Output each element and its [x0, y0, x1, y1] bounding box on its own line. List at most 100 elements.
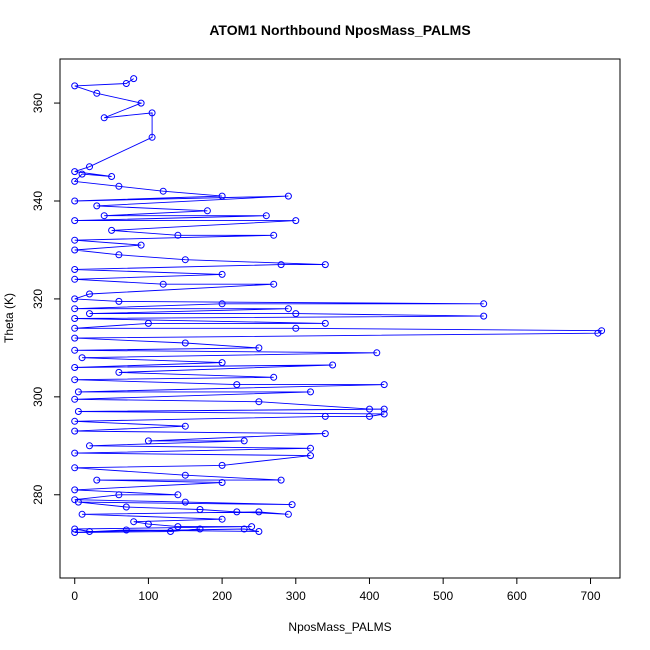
points-group [71, 75, 606, 536]
data-point [159, 280, 167, 288]
data-point [218, 515, 226, 523]
x-tick-label: 100 [138, 589, 158, 603]
data-point [137, 99, 145, 107]
data-point [144, 520, 152, 528]
data-point [100, 212, 108, 220]
data-point [270, 280, 278, 288]
data-point [218, 359, 226, 367]
data-point [71, 464, 79, 472]
data-point [71, 217, 79, 225]
data-point [248, 523, 256, 531]
y-tick-label: 340 [31, 191, 45, 211]
y-tick-label: 360 [31, 93, 45, 113]
data-point [218, 300, 226, 308]
data-point [137, 241, 145, 249]
data-point [93, 89, 101, 97]
y-tick-label: 280 [31, 484, 45, 504]
data-point [71, 177, 79, 185]
data-point [292, 310, 300, 318]
data-point [86, 528, 93, 535]
data-point [270, 373, 278, 381]
data-point [122, 526, 130, 534]
data-point [480, 300, 488, 308]
x-tick-label: 0 [71, 589, 78, 603]
data-point [108, 226, 116, 234]
data-point [321, 412, 329, 420]
data-point [130, 75, 138, 83]
data-point [255, 528, 263, 535]
x-tick-label: 500 [433, 589, 453, 603]
data-point [203, 207, 211, 215]
data-point [71, 525, 79, 533]
x-axis: 0 100 200 300 400 500 600 700 [71, 578, 601, 603]
plot-frame [59, 58, 621, 579]
data-point [284, 192, 292, 200]
data-point [181, 471, 189, 479]
data-point [307, 388, 314, 396]
data-point [174, 491, 182, 499]
data-point [196, 525, 204, 533]
data-point [277, 261, 285, 269]
data-point [240, 437, 248, 445]
data-point [233, 381, 241, 389]
y-axis: 280 300 320 340 360 [31, 93, 60, 505]
data-point [93, 476, 101, 484]
data-point [115, 368, 123, 376]
data-point [86, 290, 93, 298]
x-tick-label: 400 [359, 589, 379, 603]
data-point [71, 324, 79, 332]
data-point [71, 486, 79, 494]
data-point [218, 479, 226, 486]
data-point [366, 405, 373, 413]
data-point [307, 444, 314, 452]
x-tick-label: 200 [212, 589, 232, 603]
data-point [93, 202, 101, 210]
data-point [71, 427, 79, 435]
data-point [380, 405, 388, 413]
data-point [480, 312, 488, 320]
data-point [284, 305, 292, 313]
chart-title: ATOM1 Northbound NposMass_PALMS [209, 22, 470, 38]
data-point [292, 217, 300, 225]
data-point [74, 408, 82, 415]
y-axis-label: Theta (K) [2, 293, 16, 343]
data-point [144, 437, 152, 445]
data-point [78, 510, 86, 518]
data-point [71, 315, 79, 322]
data-point [71, 529, 79, 536]
data-point [71, 376, 79, 384]
data-point [78, 170, 86, 178]
y-tick-label: 300 [31, 387, 45, 407]
data-point [100, 114, 108, 122]
data-point [288, 501, 296, 509]
data-point [292, 324, 300, 332]
data-point [74, 498, 82, 506]
data-point [196, 506, 204, 513]
data-point [144, 319, 152, 327]
data-point [174, 523, 182, 531]
data-point [115, 251, 123, 259]
data-point [321, 430, 329, 438]
data-point [321, 261, 329, 269]
data-point [108, 173, 116, 180]
data-point [218, 192, 226, 200]
data-point [159, 187, 167, 195]
data-point [71, 82, 79, 90]
data-point [71, 496, 79, 504]
data-point [181, 256, 189, 264]
data-point [71, 246, 79, 254]
data-point [148, 133, 156, 141]
data-point [255, 344, 263, 352]
data-point [78, 354, 86, 362]
data-point [262, 212, 270, 220]
data-point [181, 498, 189, 506]
data-point [71, 449, 79, 457]
series-group [73, 78, 604, 533]
series-line [73, 78, 604, 533]
data-point [233, 508, 241, 516]
x-axis-label: NposMass_PALMS [288, 620, 391, 634]
data-point [373, 349, 381, 357]
data-point [115, 182, 123, 190]
data-point [71, 334, 79, 342]
